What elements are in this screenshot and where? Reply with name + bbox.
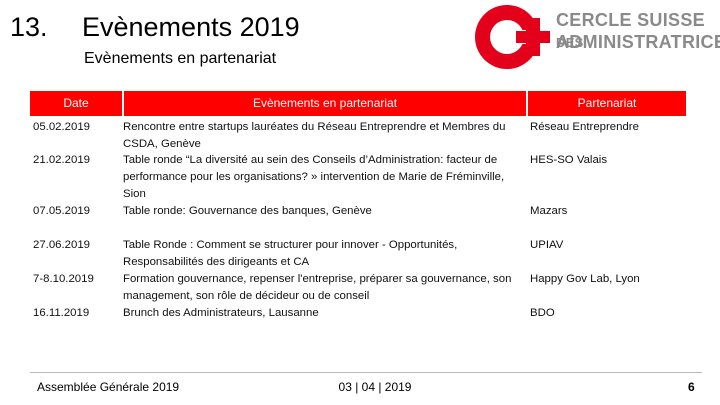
partner-cell: UPIAV — [530, 239, 564, 251]
slide-title: Evènements 2019 — [82, 12, 300, 42]
date-cell: 27.06.2019 — [33, 239, 91, 251]
event-cell: Formation gouvernance, repenser l'entrep… — [123, 273, 512, 302]
date-cell: 16.11.2019 — [33, 307, 90, 319]
section-number: 13. — [10, 12, 48, 42]
page-number: 6 — [688, 380, 695, 394]
date-cell: 21.02.2019 — [33, 154, 91, 166]
event-cell: Rencontre entre startups lauréates du Ré… — [123, 121, 506, 150]
logo-mark — [475, 5, 552, 69]
column-header: Evènements en partenariat — [124, 91, 526, 116]
partner-cell: BDO — [530, 307, 555, 319]
slide-subtitle: Evènements en partenariat — [84, 50, 277, 67]
footer-left: Assemblée Générale 2019 — [37, 380, 180, 394]
logo-text: CERCLE SUISSE DES — [556, 10, 705, 50]
partner-cell: Happy Gov Lab, Lyon — [530, 273, 640, 285]
partner-cell: HES-SO Valais — [530, 154, 608, 166]
partner-cell: Réseau Entreprendre — [530, 121, 639, 133]
footer-rule — [30, 372, 702, 373]
event-cell: Table Ronde : Comment se structurer pour… — [123, 239, 458, 268]
column-header: Date — [30, 91, 122, 116]
event-cell: Table ronde “La diversité au sein des Co… — [123, 154, 505, 200]
partner-cell: Mazars — [530, 205, 568, 217]
event-cell: Table ronde: Gouvernance des banques, Ge… — [123, 205, 372, 217]
logo-text: ADMINISTRATRICES — [556, 32, 720, 52]
event-cell: Brunch des Administrateurs, Lausanne — [123, 307, 319, 319]
date-cell: 7-8.10.2019 — [33, 273, 94, 285]
date-cell: 05.02.2019 — [33, 121, 91, 133]
date-cell: 07.05.2019 — [33, 205, 91, 217]
footer-date: 03 | 04 | 2019 — [338, 380, 412, 394]
column-header: Partenariat — [528, 91, 686, 116]
